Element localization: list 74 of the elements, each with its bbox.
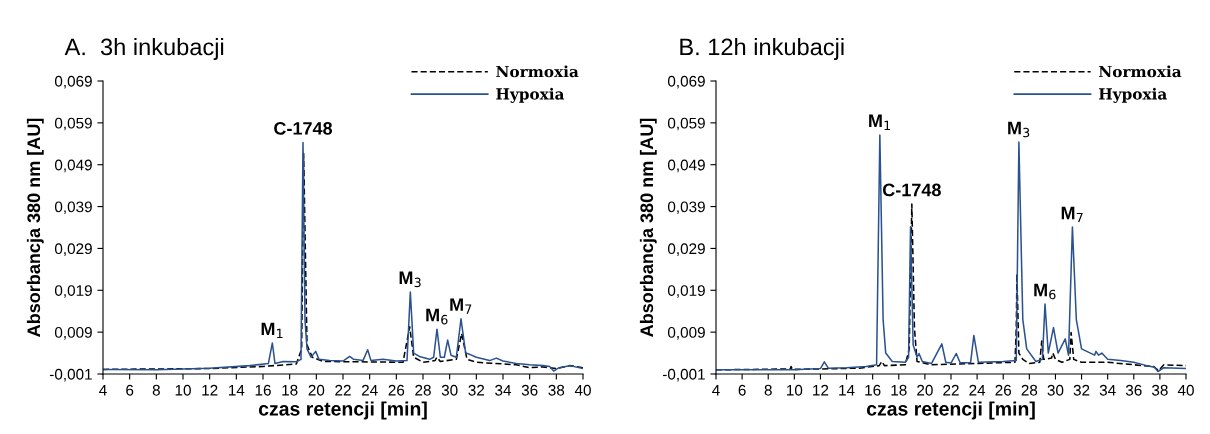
annotation: C-1748 (882, 183, 941, 197)
x-tick-label: 6 (126, 384, 134, 396)
x-tick-label: 32 (1073, 384, 1090, 396)
x-tick-label: 36 (1125, 384, 1142, 396)
annotation: M$_{6}$ (426, 308, 448, 325)
x-tick-label: 34 (1099, 384, 1116, 396)
x-tick-label: 20 (917, 384, 933, 396)
x-tick-label: 32 (468, 384, 485, 396)
x-tick-label: 16 (865, 384, 881, 396)
x-tick-label: 30 (1047, 384, 1064, 396)
x-axis-title: czas retencji [min] (866, 401, 1035, 420)
x-tick-label: 26 (388, 384, 405, 396)
annotation: M$_{1}$ (261, 322, 283, 339)
x-tick-label: 12 (202, 384, 218, 396)
x-tick-label: 36 (521, 384, 538, 396)
y-tick-label: 0,019 (667, 285, 705, 298)
x-tick-label: 18 (891, 384, 907, 396)
y-tick-label: 0,049 (54, 159, 92, 173)
x-tick-label: 8 (764, 384, 772, 396)
x-tick-label: 24 (361, 384, 378, 396)
y-tick-label: 0,009 (54, 327, 92, 340)
y-tick-label: 0,059 (54, 117, 92, 131)
x-tick-label: 38 (548, 384, 565, 396)
x-tick-label: 22 (943, 384, 959, 396)
y-axis-title: Absorbancja 380 nm [AU] (26, 118, 44, 337)
x-tick-label: 34 (495, 384, 512, 396)
x-tick-label: 38 (1151, 384, 1168, 396)
legend-label: Hypoxia (496, 87, 565, 103)
x-tick-label: 6 (738, 384, 746, 396)
y-tick-label: 0,069 (54, 75, 92, 89)
y-tick-label: -0,001 (49, 368, 92, 382)
x-tick-label: 10 (175, 384, 191, 396)
x-tick-label: 12 (813, 384, 829, 396)
x-tick-label: 4 (99, 384, 107, 396)
x-tick-label: 14 (229, 384, 245, 396)
legend-label: Normoxia (496, 65, 579, 78)
x-tick-label: 10 (787, 384, 803, 396)
chart-title: B. 12h inkubacji (680, 37, 844, 60)
x-tick-label: 16 (255, 384, 271, 396)
y-tick-label: 0,029 (54, 243, 92, 256)
x-tick-label: 40 (574, 384, 591, 396)
y-tick-label: 0,059 (667, 117, 705, 131)
x-tick-label: 20 (308, 384, 325, 396)
annotation: C-1748 (274, 122, 333, 135)
annotation: M$_{3}$ (1008, 121, 1030, 138)
y-axis-title: Absorbancja 380 nm [AU] (639, 118, 657, 337)
y-tick-label: -0,001 (662, 368, 705, 382)
y-tick-label: 0,019 (54, 285, 92, 298)
x-tick-label: 28 (1021, 384, 1038, 396)
x-axis-title: czas retencji [min] (258, 401, 427, 420)
x-tick-label: 30 (441, 384, 458, 396)
annotation: M$_{6}$ (1034, 283, 1056, 300)
x-tick-label: 22 (335, 384, 351, 396)
x-tick-label: 8 (152, 384, 160, 396)
x-tick-label: 24 (969, 384, 986, 396)
x-tick-label: 14 (839, 384, 855, 396)
annotation: M$_{7}$ (450, 298, 472, 314)
x-tick-label: 40 (1177, 384, 1194, 396)
x-tick-label: 26 (995, 384, 1012, 396)
annotation: M$_{1}$ (869, 114, 891, 131)
legend-label: Hypoxia (1098, 87, 1167, 103)
chart-title: A. 3h inkubacji (64, 37, 224, 60)
x-tick-label: 4 (712, 384, 720, 396)
y-tick-label: 0,049 (667, 159, 705, 173)
annotation: M$_{7}$ (1061, 206, 1083, 223)
x-tick-label: 28 (415, 384, 431, 396)
y-tick-label: 0,069 (667, 75, 705, 89)
y-tick-label: 0,009 (667, 327, 705, 340)
y-tick-label: 0,039 (54, 201, 92, 215)
y-tick-label: 0,029 (667, 243, 705, 256)
annotation: M$_{3}$ (399, 271, 421, 288)
legend-label: Normoxia (1098, 65, 1182, 78)
y-tick-label: 0,039 (667, 201, 705, 215)
x-tick-label: 18 (282, 384, 298, 396)
